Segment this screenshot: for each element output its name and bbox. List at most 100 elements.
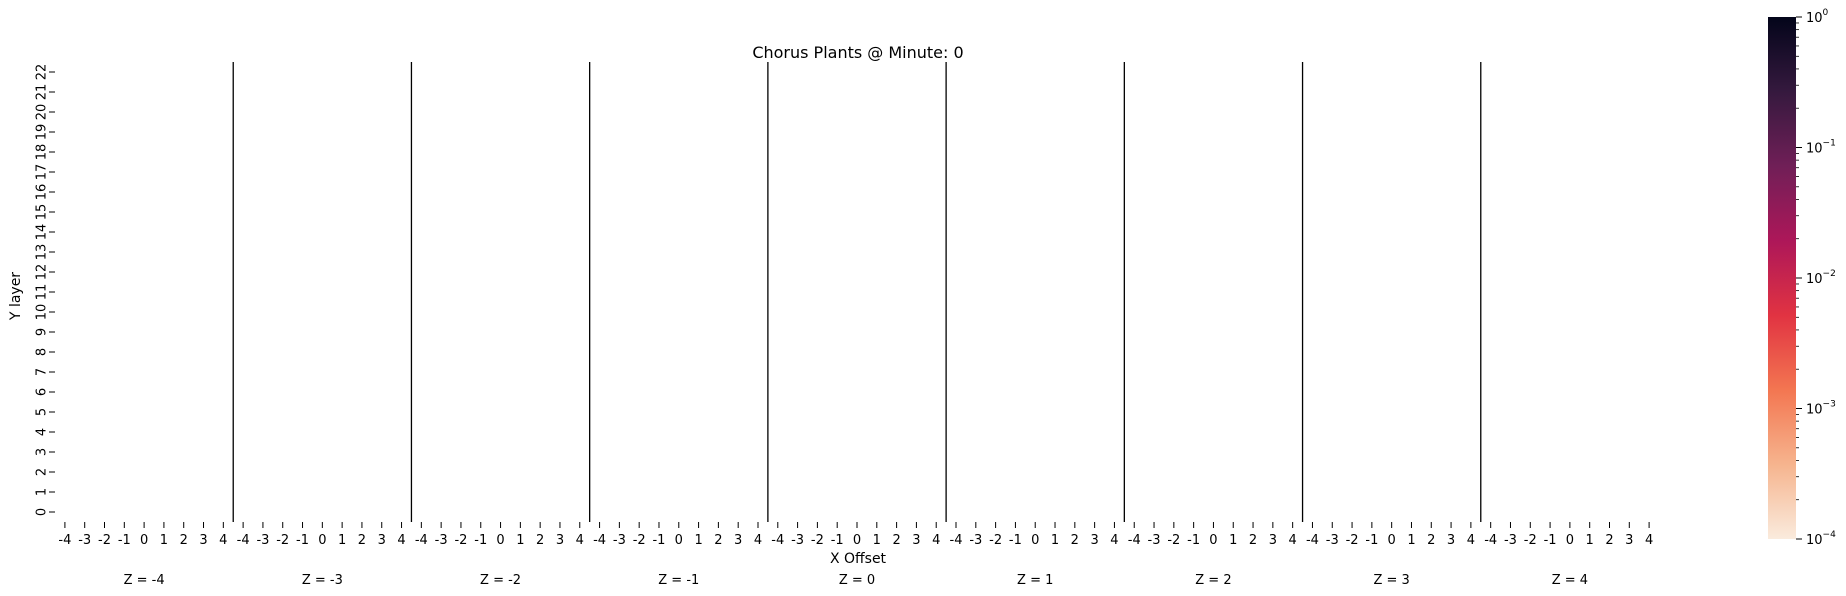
y-tick-label: 11 xyxy=(35,284,50,301)
x-tick-label: -3 xyxy=(435,533,448,548)
x-tick-label: 4 xyxy=(1467,533,1475,548)
y-tick-label: 7 xyxy=(35,368,50,376)
x-tick-label: -3 xyxy=(1504,533,1517,548)
x-tick-label: -2 xyxy=(454,533,467,548)
x-tick-label: 0 xyxy=(853,533,861,548)
x-tick-label: 4 xyxy=(576,533,584,548)
x-tick-label: 4 xyxy=(397,533,405,548)
colorbar xyxy=(1768,17,1796,539)
x-tick-label: -3 xyxy=(791,533,804,548)
x-tick-label: -1 xyxy=(118,533,131,548)
x-tick-label: -2 xyxy=(276,533,289,548)
x-tick-label: -1 xyxy=(652,533,665,548)
y-tick-label: 17 xyxy=(35,164,50,181)
x-tick-label: -2 xyxy=(1346,533,1359,548)
y-tick-label: 8 xyxy=(35,348,50,356)
y-tick-label: 2 xyxy=(35,468,50,476)
y-tick-label: 16 xyxy=(35,184,50,201)
x-tick-label: -4 xyxy=(415,533,428,548)
x-tick-label: 0 xyxy=(140,533,148,548)
y-tick-label: 1 xyxy=(35,488,50,496)
x-tick-label: 0 xyxy=(1209,533,1217,548)
x-tick-label: 1 xyxy=(1586,533,1594,548)
x-tick-label: 1 xyxy=(694,533,702,548)
x-tick-label: -4 xyxy=(950,533,963,548)
x-tick-label: 2 xyxy=(358,533,366,548)
x-tick-label: 1 xyxy=(160,533,168,548)
x-tick-label: 2 xyxy=(892,533,900,548)
x-tick-label: 3 xyxy=(556,533,564,548)
x-tick-label: 1 xyxy=(338,533,346,548)
heatmap-area xyxy=(55,62,1659,522)
x-tick-label: -1 xyxy=(1187,533,1200,548)
x-tick-label: 2 xyxy=(714,533,722,548)
y-tick-label: 4 xyxy=(35,428,50,436)
x-tick-label: 3 xyxy=(912,533,920,548)
y-tick-label: 15 xyxy=(35,204,50,221)
z-group-label: Z = -2 xyxy=(480,573,521,588)
x-tick-label: -2 xyxy=(1167,533,1180,548)
x-tick-label: -1 xyxy=(831,533,844,548)
y-axis-label: Y layer xyxy=(8,272,24,321)
x-tick-label: -1 xyxy=(296,533,309,548)
x-tick-label: 1 xyxy=(1407,533,1415,548)
x-tick-label: -2 xyxy=(1524,533,1537,548)
y-tick-label: 0 xyxy=(35,508,50,516)
colorbar-ticks: 10−4 10−3 10−2 10−1 100 xyxy=(1796,8,1836,548)
x-tick-label: -3 xyxy=(78,533,91,548)
colorbar-tick-label: 10−2 xyxy=(1806,269,1836,287)
colorbar-tick-label: 100 xyxy=(1806,8,1829,26)
x-tick-label: -4 xyxy=(593,533,606,548)
y-tick-label: 19 xyxy=(35,124,50,141)
y-tick-label: 9 xyxy=(35,328,50,336)
x-tick-label: 3 xyxy=(378,533,386,548)
x-tick-label: 2 xyxy=(1427,533,1435,548)
y-tick-label: 22 xyxy=(35,64,50,81)
x-tick-label: -3 xyxy=(969,533,982,548)
x-tick-label: 0 xyxy=(1031,533,1039,548)
x-tick-label: -2 xyxy=(811,533,824,548)
z-group-label: Z = 3 xyxy=(1373,573,1409,588)
x-tick-label: 1 xyxy=(873,533,881,548)
x-tick-label: 2 xyxy=(536,533,544,548)
x-tick-label: 4 xyxy=(754,533,762,548)
y-tick-label: 14 xyxy=(35,224,50,241)
y-tick-label: 10 xyxy=(35,304,50,321)
x-tick-label: 3 xyxy=(199,533,207,548)
y-tick-label: 12 xyxy=(35,264,50,281)
x-tick-label: 1 xyxy=(1051,533,1059,548)
y-tick-label: 13 xyxy=(35,244,50,261)
colorbar-tick-label: 10−4 xyxy=(1806,530,1836,548)
x-tick-label: 3 xyxy=(1447,533,1455,548)
x-tick-label: -1 xyxy=(1009,533,1022,548)
colorbar-tick-label: 10−1 xyxy=(1806,139,1836,157)
x-tick-label: 0 xyxy=(1566,533,1574,548)
chart-title: Chorus Plants @ Minute: 0 xyxy=(752,43,963,62)
x-tick-label: -4 xyxy=(237,533,250,548)
x-tick-label: -3 xyxy=(1148,533,1161,548)
x-axis-ticks: -4 -3 -2 -1 0 1 2 3 4 -4 -3 -2 -1 0 1 2 3 4 -4 -3 -2 -1 0 1 2 3 4-… xyxy=(58,522,1653,548)
z-group-label: Z = -1 xyxy=(658,573,699,588)
x-tick-label: 3 xyxy=(734,533,742,548)
z-separators xyxy=(232,62,1482,522)
z-group-label: Z = 1 xyxy=(1017,573,1053,588)
x-tick-label: 3 xyxy=(1090,533,1098,548)
y-tick-label: 18 xyxy=(35,144,50,161)
x-tick-label: -2 xyxy=(633,533,646,548)
x-tick-label: -4 xyxy=(1306,533,1319,548)
y-tick-label: 6 xyxy=(35,388,50,396)
x-tick-label: -3 xyxy=(613,533,626,548)
z-group-label: Z = 0 xyxy=(839,573,875,588)
z-group-label: Z = 4 xyxy=(1552,573,1588,588)
x-tick-label: -1 xyxy=(1365,533,1378,548)
x-tick-label: 2 xyxy=(1249,533,1257,548)
colorbar-tick-label: 10−3 xyxy=(1806,400,1836,418)
x-tick-label: 4 xyxy=(1645,533,1653,548)
x-tick-label: -1 xyxy=(1544,533,1557,548)
y-tick-label: 3 xyxy=(35,448,50,456)
x-tick-label: -3 xyxy=(256,533,269,548)
x-tick-label: -3 xyxy=(1326,533,1339,548)
x-tick-label: 2 xyxy=(1071,533,1079,548)
